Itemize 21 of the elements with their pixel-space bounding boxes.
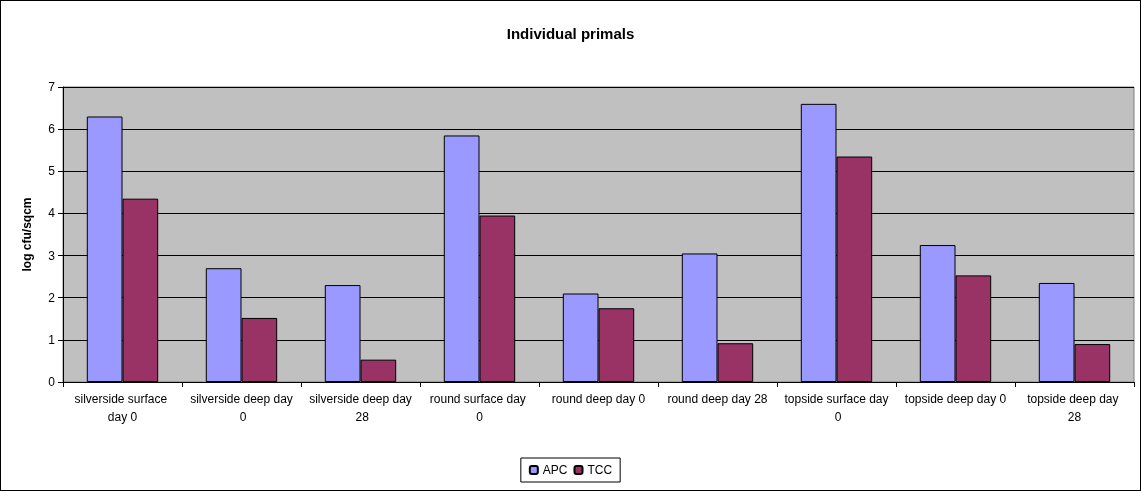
- y-tick-label: 2: [48, 290, 56, 305]
- y-tick-label: 7: [48, 80, 56, 94]
- x-tick-label: round deep day 28: [667, 392, 768, 406]
- x-tick-label: topside surface day 0: [784, 392, 889, 424]
- legend-label: APC: [542, 463, 568, 477]
- x-tick-label: topside deep day 28: [1027, 392, 1122, 424]
- x-tick-label: topside deep day 0: [904, 392, 1007, 406]
- x-tick-label: round deep day 0: [551, 392, 646, 406]
- x-tick-label: silverside surface day 0: [74, 392, 171, 424]
- y-tick-label: 1: [48, 332, 56, 347]
- y-tick-label: 6: [48, 122, 56, 137]
- y-tick-label: 3: [48, 248, 56, 263]
- y-tick-label: 0: [48, 375, 56, 389]
- x-tick-label: silverside deep day 0: [190, 392, 293, 424]
- y-tick-label: 4: [48, 206, 56, 221]
- chart-title: Individual primals: [506, 25, 635, 42]
- x-tick-label: round surface day 0: [429, 392, 530, 424]
- legend-label: TCC: [587, 463, 613, 477]
- y-tick-label: 5: [48, 164, 56, 179]
- x-tick-label: silverside deep day 28: [309, 392, 412, 424]
- y-axis-title: log cfu/sqcm: [20, 197, 34, 272]
